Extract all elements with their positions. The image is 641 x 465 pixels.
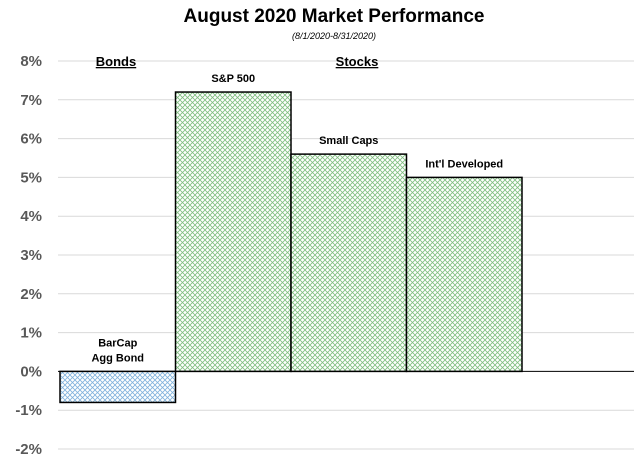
bar-sp-500: [174, 91, 292, 373]
y-tick-label: 8%: [20, 53, 42, 70]
bar-intl-developed: [405, 176, 523, 373]
chart-subtitle: (8/1/2020-8/31/2020): [292, 31, 376, 41]
category-label: Small Caps: [319, 135, 378, 147]
bar-labels: BarCap Agg Bond S&P 500 Small Caps Int'l Dev…: [91, 73, 503, 364]
y-tick-label: -1%: [15, 402, 42, 419]
y-tick-label: 1%: [20, 325, 42, 342]
y-tick-label: 3%: [20, 247, 42, 264]
category-label: S&P 500: [211, 73, 255, 85]
y-tick-label: 5%: [20, 169, 42, 186]
category-label: BarCap Agg Bond: [91, 337, 144, 364]
category-label: Int'l Developed: [425, 158, 503, 170]
bar-barcap-agg-bond: [59, 370, 177, 404]
group-label-bonds: Bonds: [96, 54, 136, 69]
y-tick-label: 0%: [20, 363, 42, 380]
y-tick-label: 4%: [20, 208, 42, 225]
y-tick-label: 7%: [20, 92, 42, 109]
y-tick-label: 2%: [20, 286, 42, 303]
y-axis-tick-labels: -2% -1% 0% 1% 2% 3% 4% 5% 6% 7% 8%: [15, 53, 42, 458]
y-tick-label: -2%: [15, 441, 42, 458]
group-label-stocks: Stocks: [336, 54, 379, 69]
bar-small-caps: [290, 153, 408, 373]
chart-title: August 2020 Market Performance: [184, 6, 485, 27]
y-tick-label: 6%: [20, 131, 42, 148]
